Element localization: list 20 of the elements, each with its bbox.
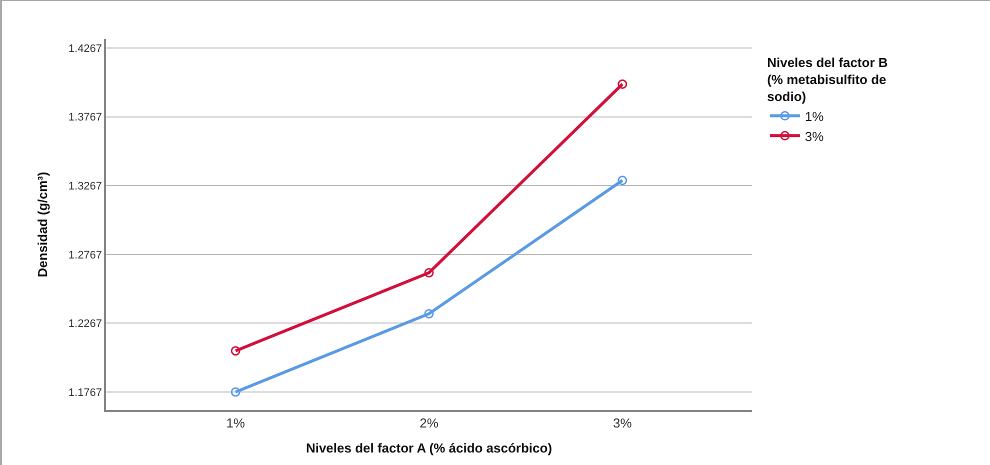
y-tick-label: 1.3767 [68, 112, 102, 124]
legend-label: 1% [804, 108, 824, 124]
x-tick-label: 3% [613, 415, 632, 430]
y-tick-label: 1.4267 [68, 42, 102, 55]
point [618, 176, 628, 186]
y-tick-label: 1.2767 [68, 249, 102, 262]
y-axis-title: Densidad (g/cm³) [34, 172, 50, 278]
x-tick-label: 2% [420, 415, 439, 430]
point [424, 268, 434, 278]
legend-label: 3% [804, 128, 824, 144]
y-tick-label: 1.2267 [68, 318, 102, 330]
point [230, 387, 240, 397]
point [424, 308, 434, 318]
point [230, 346, 240, 356]
point [618, 79, 628, 89]
x-axis-title: Niveles del factor A (% ácido ascórbico) [306, 440, 552, 456]
x-tick-label: 1% [226, 415, 246, 430]
y-tick-label: 1.3267 [68, 180, 102, 192]
y-tick-label: 1.1767 [68, 386, 102, 399]
legend-title: Niveles del factor B (% metabisulfito de sodio) [767, 55, 888, 104]
